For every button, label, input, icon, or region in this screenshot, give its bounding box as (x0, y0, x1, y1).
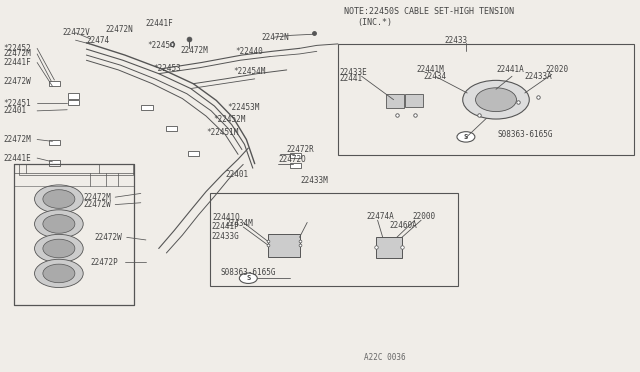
Text: S: S (464, 134, 468, 140)
Text: S08363-6165G: S08363-6165G (498, 130, 554, 139)
Text: 22401: 22401 (3, 106, 26, 115)
FancyBboxPatch shape (290, 163, 301, 168)
FancyBboxPatch shape (49, 81, 60, 86)
Text: 22472O: 22472O (278, 155, 306, 164)
Circle shape (35, 210, 83, 238)
Text: 22434M: 22434M (225, 219, 253, 228)
Text: 22434: 22434 (424, 72, 447, 81)
FancyBboxPatch shape (376, 237, 402, 258)
FancyBboxPatch shape (188, 151, 199, 156)
FancyBboxPatch shape (49, 160, 60, 166)
Text: *22452M: *22452M (213, 115, 246, 124)
Circle shape (43, 264, 75, 283)
Text: 22472W: 22472W (83, 200, 111, 209)
Text: (INC.*): (INC.*) (357, 18, 392, 27)
Text: *22453M: *22453M (227, 103, 260, 112)
Circle shape (35, 234, 83, 263)
Circle shape (43, 215, 75, 233)
Text: 22401: 22401 (225, 170, 248, 179)
Text: 22441E: 22441E (3, 154, 31, 163)
FancyBboxPatch shape (68, 100, 79, 105)
Text: 22472M: 22472M (83, 193, 111, 202)
Text: 22472N: 22472N (106, 25, 133, 33)
Text: 22472P: 22472P (91, 258, 118, 267)
Text: S08363-6165G: S08363-6165G (221, 268, 276, 277)
FancyBboxPatch shape (141, 105, 153, 110)
Text: *22453: *22453 (154, 64, 181, 73)
Circle shape (239, 273, 257, 283)
Text: 22441A: 22441A (496, 65, 524, 74)
Circle shape (463, 80, 529, 119)
FancyBboxPatch shape (49, 140, 60, 145)
Text: 22020: 22020 (545, 65, 568, 74)
FancyBboxPatch shape (68, 93, 79, 99)
Text: 22433: 22433 (445, 36, 468, 45)
FancyBboxPatch shape (290, 153, 301, 158)
Text: 22433A: 22433A (525, 72, 552, 81)
Text: 22000: 22000 (413, 212, 436, 221)
Text: 22472M: 22472M (180, 46, 208, 55)
Circle shape (35, 185, 83, 213)
Text: 22433M: 22433M (301, 176, 328, 185)
Text: 22433E: 22433E (339, 68, 367, 77)
Circle shape (476, 88, 516, 112)
Text: 22474A: 22474A (366, 212, 394, 221)
Text: 22472M: 22472M (3, 49, 31, 58)
Text: 22460A: 22460A (389, 221, 417, 230)
Text: 22433G: 22433G (211, 232, 239, 241)
FancyBboxPatch shape (405, 94, 423, 107)
Text: 22472W: 22472W (95, 233, 122, 242)
Text: 22472W: 22472W (3, 77, 31, 86)
Text: NOTE:22450S CABLE SET-HIGH TENSION: NOTE:22450S CABLE SET-HIGH TENSION (344, 7, 515, 16)
FancyBboxPatch shape (166, 126, 177, 131)
Text: 22441P: 22441P (211, 222, 239, 231)
FancyBboxPatch shape (268, 234, 300, 257)
Text: 22472N: 22472N (261, 33, 289, 42)
Circle shape (43, 190, 75, 208)
Text: *22451: *22451 (3, 99, 31, 108)
Text: *22451M: *22451M (206, 128, 239, 137)
Circle shape (43, 239, 75, 258)
Text: 22474: 22474 (86, 36, 109, 45)
Text: 22441: 22441 (339, 74, 362, 83)
Text: *22440: *22440 (236, 47, 263, 56)
Circle shape (457, 132, 475, 142)
Text: 22472M: 22472M (3, 135, 31, 144)
Text: *22454: *22454 (147, 41, 175, 50)
Text: *22454M: *22454M (234, 67, 266, 76)
Text: 22472R: 22472R (287, 145, 314, 154)
FancyBboxPatch shape (386, 94, 404, 108)
Text: A22C 0036: A22C 0036 (364, 353, 405, 362)
Text: *22452: *22452 (3, 44, 31, 53)
Text: 22441F: 22441F (146, 19, 173, 28)
Text: 22441F: 22441F (3, 58, 31, 67)
Text: 22441Q: 22441Q (212, 213, 240, 222)
Text: 22472V: 22472V (63, 28, 90, 37)
Text: S: S (246, 275, 250, 281)
Text: 22441M: 22441M (416, 65, 444, 74)
Circle shape (35, 259, 83, 288)
